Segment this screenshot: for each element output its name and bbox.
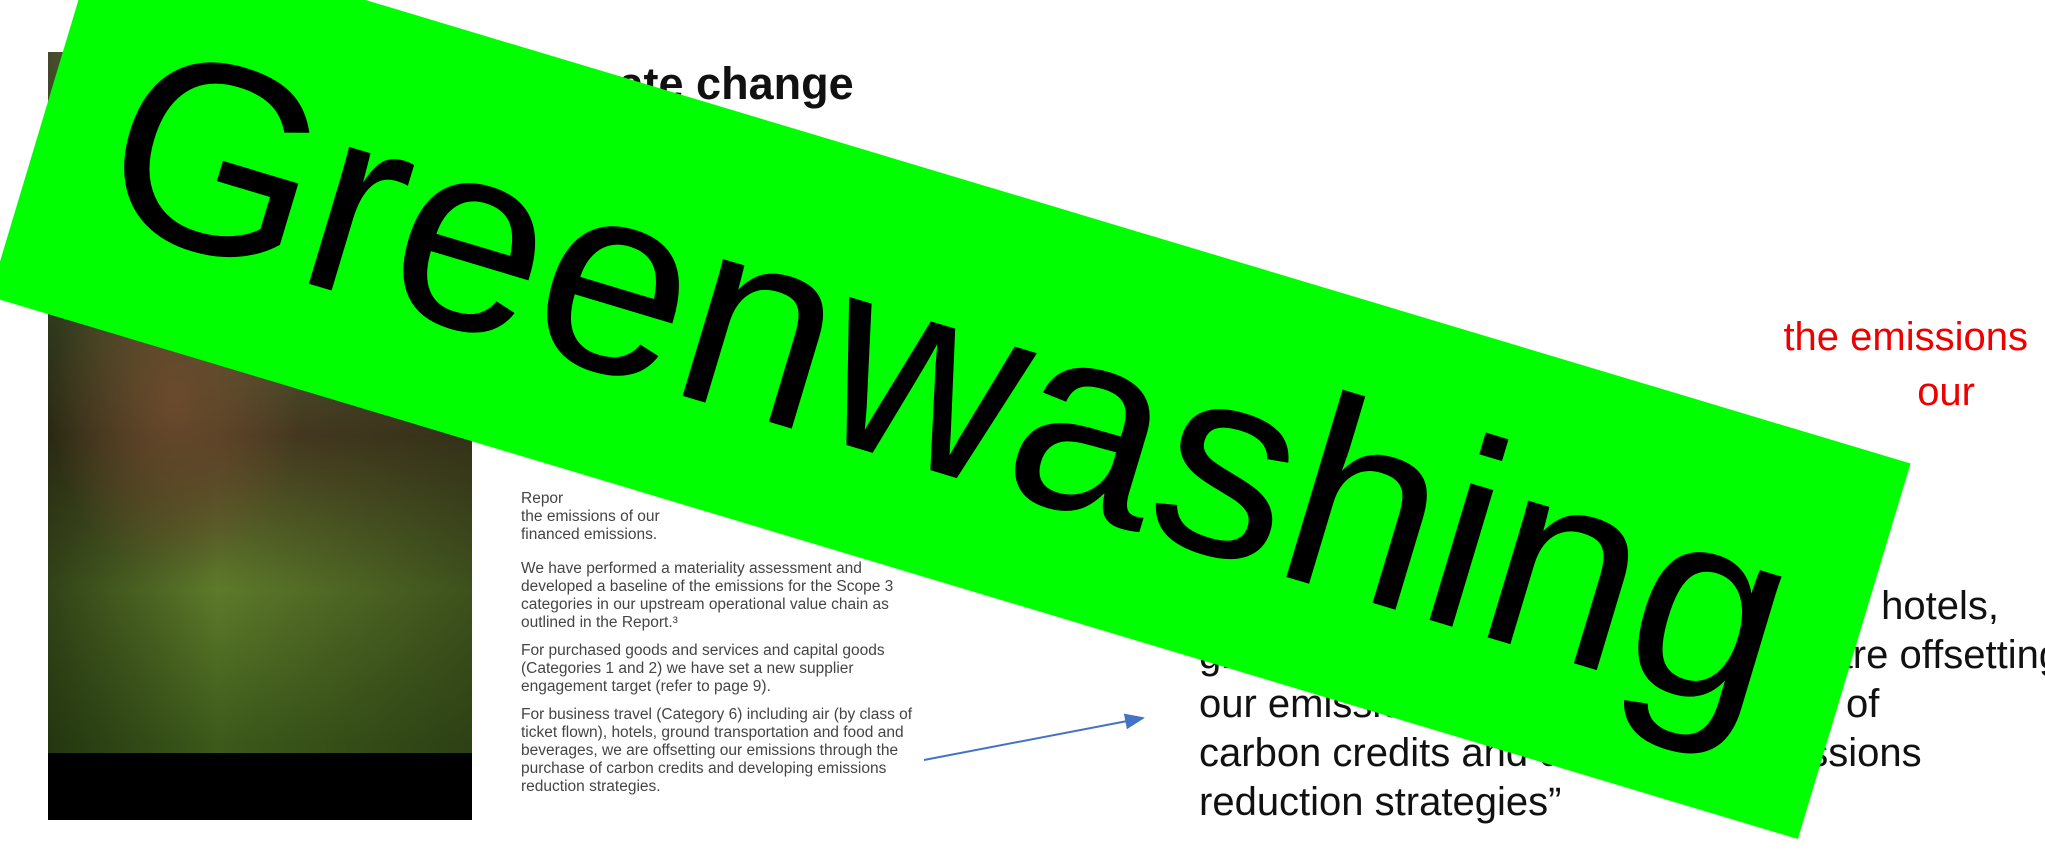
arrow	[924, 718, 1143, 760]
slide: Climate change Repor the emissions of ou…	[0, 0, 2045, 855]
quote-red: the emissions	[1783, 315, 2028, 360]
quote-red: our	[1917, 370, 1975, 415]
